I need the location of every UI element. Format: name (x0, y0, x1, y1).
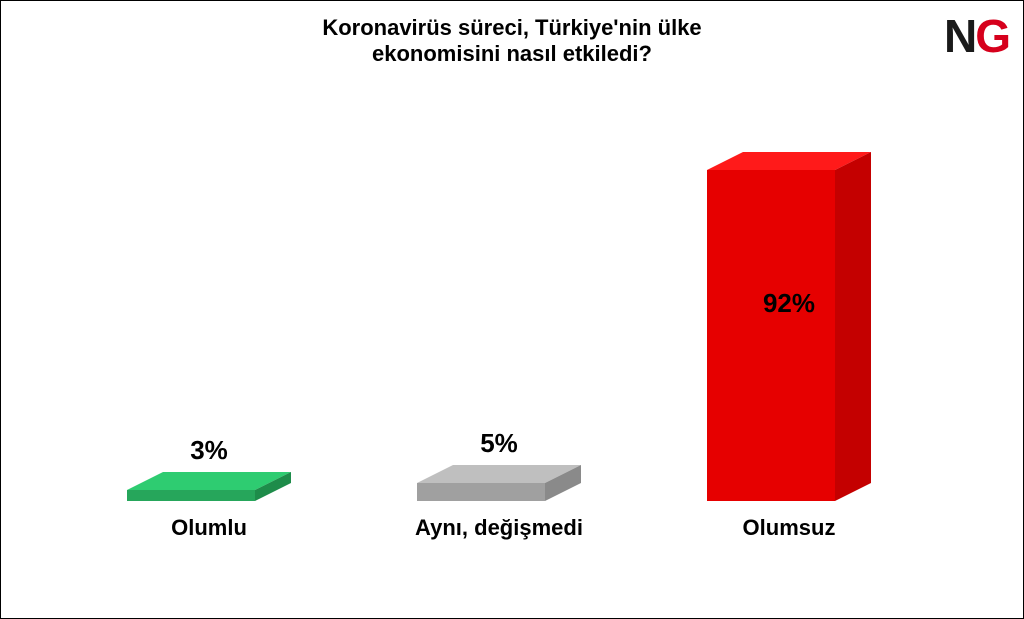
bar-value-label: 3% (109, 435, 309, 466)
brand-logo: NG (944, 9, 1009, 63)
category-label: Olumsuz (659, 515, 919, 541)
category-label: Aynı, değişmedi (369, 515, 629, 541)
bar-chart: 3% Olumlu 5% Aynı, değişmedi 92% Olumsuz (71, 111, 951, 541)
chart-title-line: Koronavirüs süreci, Türkiye'nin ülke (1, 15, 1023, 41)
bar-value-label: 92% (689, 288, 889, 319)
bar-front (417, 483, 545, 501)
chart-title: Koronavirüs süreci, Türkiye'nin ülkeekon… (1, 15, 1023, 68)
bar-slot: 92% (707, 123, 871, 501)
logo-letter-g: G (975, 10, 1009, 62)
bar-front (127, 490, 255, 501)
bar-value-label: 5% (399, 428, 599, 459)
chart-page: Koronavirüs süreci, Türkiye'nin ülkeekon… (0, 0, 1024, 619)
bar-side (835, 152, 871, 501)
bar-slot: 5% (417, 123, 581, 501)
bar-slot: 3% (127, 123, 291, 501)
bar-front (707, 170, 835, 501)
chart-title-line: ekonomisini nasıl etkiledi? (1, 41, 1023, 67)
logo-letter-n: N (944, 10, 975, 62)
category-label: Olumlu (79, 515, 339, 541)
